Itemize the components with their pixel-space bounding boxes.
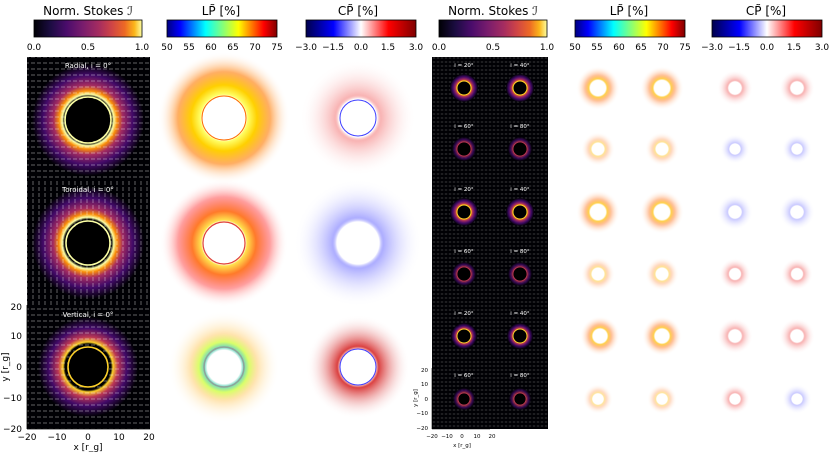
stokes-panel-radial: Radial, i = 0° [27,57,150,181]
stokes-panel-toroidal: Toroidal, i = 0° [27,181,150,305]
panel-label: i = 40° [510,311,530,317]
tick-label: 1.5 [787,43,801,53]
y-tick: −10 [3,394,22,404]
y-tick: 0 [16,363,22,373]
colorbar-title: LP̃ [%] [610,4,649,18]
colorbar-title: Norm. Stokes ℐ [448,4,538,18]
tick-label: 50 [161,43,173,53]
panel-label: i = 80° [510,124,530,130]
tick-label: 65 [227,43,238,53]
panel-label: Vertical, i = 0° [63,311,114,319]
tick-label: −3.0 [295,43,317,53]
panel-label: i = 20° [454,63,474,69]
x-axis-label: x [r_g] [73,443,102,452]
y-tick: 10 [421,382,428,388]
tick-label: 3.0 [815,43,830,53]
tick-label: 0.0 [432,43,447,53]
x-tick: −20 [426,434,438,440]
colorbar-title: CP̃ [%] [746,4,786,18]
lp-grid-right [576,66,684,414]
tick-label: 1.0 [540,43,555,53]
cp-panels-left [294,60,422,419]
x-tick: 20 [489,434,496,440]
y-tick: −20 [416,426,428,432]
left-axes: 20 10 0 −10 −20 −20 −10 0 10 20 x [r_g] … [1,303,155,452]
panel-label: i = 60° [454,124,474,130]
cp-grid-right [717,70,815,414]
x-axis-label: x [r_g] [453,443,471,449]
tick-label: −1.5 [728,43,750,53]
tick-label: 0.0 [27,43,42,53]
y-tick: 0 [425,397,429,403]
y-tick: 20 [421,368,428,374]
tick-label: 0.5 [81,43,95,53]
panel-label: i = 20° [454,311,474,317]
colorbar-title: LP̃ [%] [202,4,241,18]
panel-label: i = 40° [510,187,530,193]
tick-label: −3.0 [701,43,723,53]
panel-label: i = 40° [510,63,530,69]
tick-label: 60 [205,43,217,53]
y-axis-label: y [r_g] [413,389,419,407]
tick-label: 0.0 [354,43,369,53]
panel-label: i = 20° [454,187,474,193]
y-tick: −10 [416,411,428,417]
colorbar-lp-left: LP̃ [%] 50 55 60 65 70 75 [161,4,282,53]
y-tick: 20 [11,303,23,313]
stokes-panel-vertical: Vertical, i = 0° [27,305,150,429]
colorbar-lp-right: LP̃ [%] 50 55 60 65 70 75 [569,4,690,53]
right-axes: 20 10 0 −10 −20 −20 −10 0 10 20 x [r_g] … [413,368,496,449]
x-tick: −10 [48,433,67,443]
panel-label: Radial, i = 0° [65,62,111,70]
x-tick: 20 [143,433,155,443]
lp-panels-left [158,52,290,423]
colorbar-stokes-left: Norm. Stokes ℐ 0.0 0.5 1.0 [27,4,150,53]
panel-label: i = 60° [454,249,474,255]
tick-label: 75 [271,43,282,53]
colorbar-title: Norm. Stokes ℐ [43,4,133,18]
colorbar-title: CP̃ [%] [338,4,378,18]
y-axis-label: y [r_g] [1,352,11,381]
stokes-grid-right: i = 20° i = 40° i = 60° i = 80° i = 20° … [432,57,548,429]
colorbar-stokes-right: Norm. Stokes ℐ 0.0 0.5 1.0 [432,4,555,53]
tick-label: 60 [613,43,625,53]
panel-label: i = 80° [510,249,530,255]
x-tick: 10 [113,433,125,443]
tick-label: −1.5 [322,43,344,53]
x-tick: 0 [460,434,464,440]
tick-label: 1.5 [381,43,395,53]
tick-label: 70 [249,43,261,53]
panel-label: i = 80° [510,373,530,379]
colorbar-cp-right: CP̃ [%] −3.0 −1.5 0.0 1.5 3.0 [701,4,829,53]
tick-label: 55 [591,43,602,53]
y-tick: 10 [11,332,23,342]
tick-label: 3.0 [409,43,424,53]
tick-label: 75 [679,43,690,53]
tick-label: 1.0 [135,43,150,53]
x-tick: −10 [441,434,453,440]
panel-label: Toroidal, i = 0° [61,186,114,194]
colorbar-cp-left: CP̃ [%] −3.0 −1.5 0.0 1.5 3.0 [295,4,423,53]
tick-label: 50 [569,43,581,53]
y-tick: −20 [3,425,22,435]
x-tick: 0 [85,433,91,443]
tick-label: 0.5 [486,43,500,53]
x-tick: −20 [18,433,37,443]
tick-label: 65 [635,43,646,53]
x-tick: 10 [474,434,481,440]
tick-label: 55 [183,43,194,53]
tick-label: 0.0 [760,43,775,53]
panel-label: i = 60° [454,373,474,379]
tick-label: 70 [657,43,669,53]
